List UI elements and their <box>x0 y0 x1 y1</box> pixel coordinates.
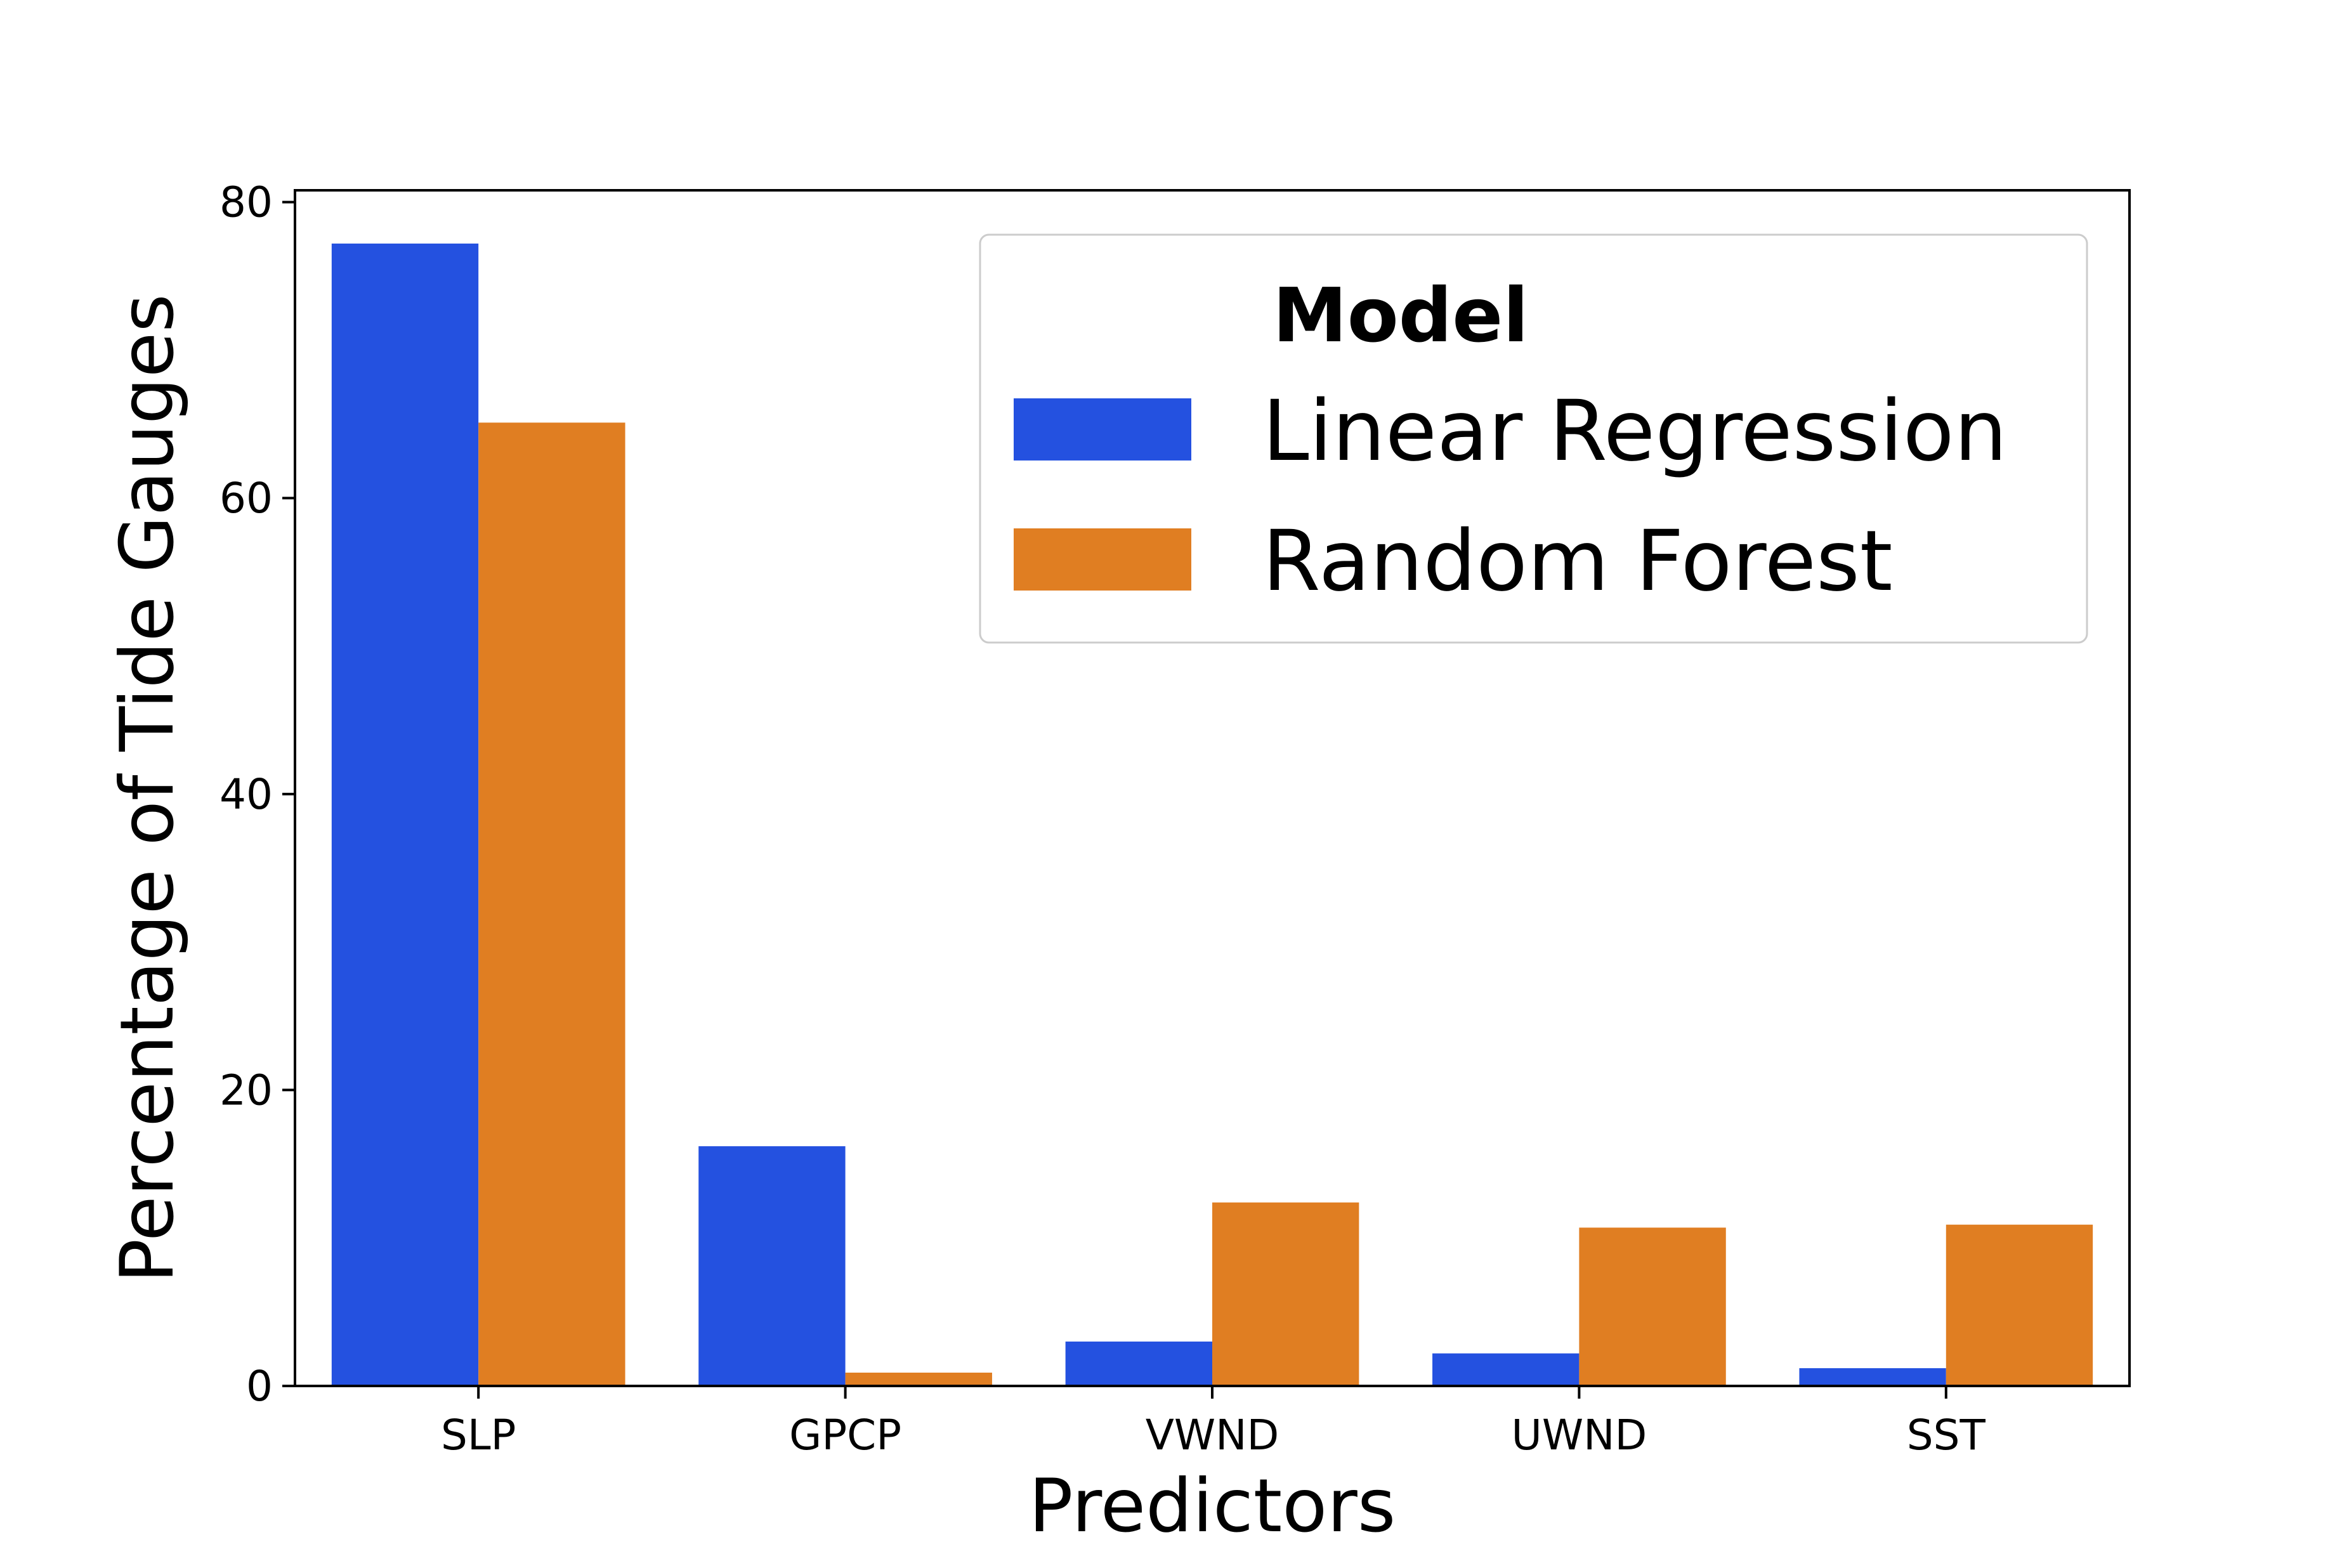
bar-random-forest-uwnd <box>1579 1227 1726 1386</box>
y-axis-title: Percentage of Tide Gauges <box>105 294 190 1283</box>
bar-linear-regression-sst <box>1799 1368 1946 1386</box>
bar-linear-regression-uwnd <box>1432 1353 1580 1386</box>
bar-random-forest-slp <box>478 422 625 1386</box>
bar-random-forest-gpcp <box>845 1373 992 1386</box>
y-tick-label: 80 <box>219 178 273 227</box>
x-tick-label-gpcp: GPCP <box>789 1411 901 1460</box>
bar-linear-regression-slp <box>331 243 479 1387</box>
x-tick-label-vwnd: VWND <box>1146 1411 1279 1460</box>
bar-random-forest-vwnd <box>1212 1202 1359 1386</box>
x-tick-label-uwnd: UWND <box>1512 1411 1647 1460</box>
y-axis-ticks: 0 20 40 60 80 <box>219 178 295 1411</box>
bar-linear-regression-gpcp <box>698 1146 846 1386</box>
y-tick-label: 60 <box>219 474 273 523</box>
x-tick-label-sst: SST <box>1907 1411 1986 1460</box>
legend-swatch-linear-regression <box>1014 398 1191 461</box>
bar-random-forest-sst <box>1946 1224 2093 1386</box>
bars-group <box>331 243 2093 1387</box>
y-tick-label: 0 <box>246 1362 273 1411</box>
legend: Model Linear Regression Random Forest <box>979 233 2088 644</box>
x-tick-label-slp: SLP <box>441 1411 516 1460</box>
bar-linear-regression-vwnd <box>1065 1342 1212 1386</box>
legend-box <box>979 233 2088 644</box>
legend-label-random-forest: Random Forest <box>1262 513 1893 610</box>
y-tick-label: 40 <box>219 770 273 819</box>
legend-swatch-random-forest <box>1014 528 1191 591</box>
x-axis-ticks: SLP GPCP VWND UWND SST <box>441 1386 1986 1460</box>
x-axis-title: Predictors <box>1029 1463 1396 1549</box>
legend-label-linear-regression: Linear Regression <box>1262 382 2007 480</box>
legend-title: Model <box>1272 271 1528 359</box>
y-tick-label: 20 <box>219 1066 273 1114</box>
